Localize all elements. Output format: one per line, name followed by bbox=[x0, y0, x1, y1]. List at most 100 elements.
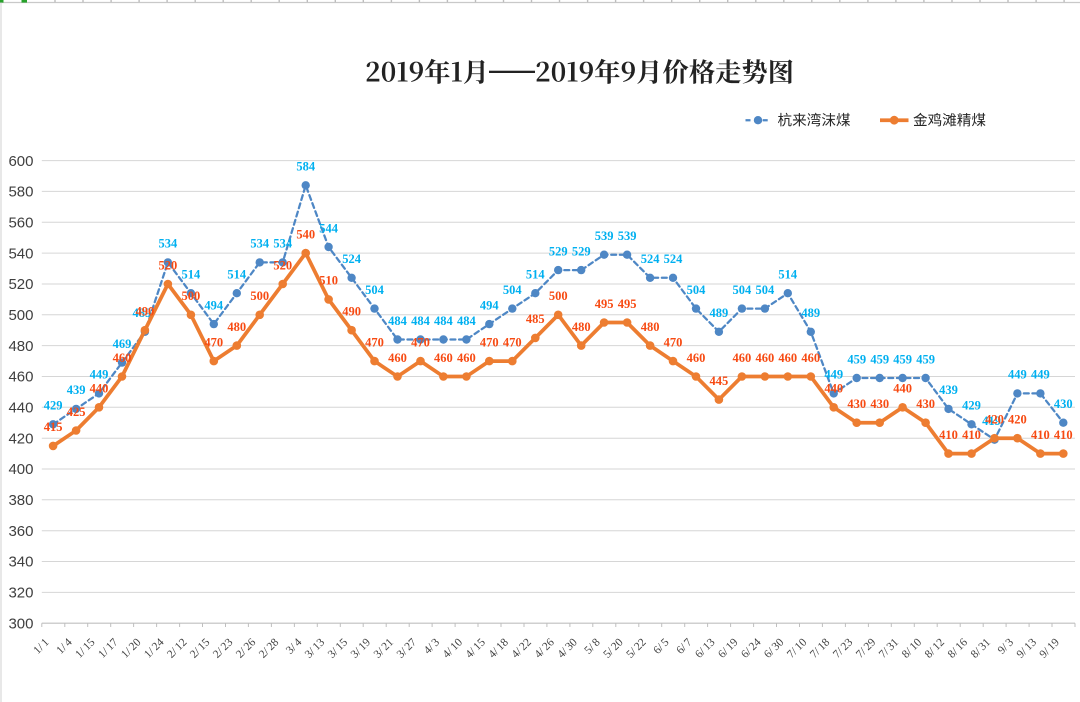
svg-text:460: 460 bbox=[756, 351, 775, 365]
svg-text:529: 529 bbox=[572, 244, 591, 258]
svg-text:360: 360 bbox=[8, 523, 33, 540]
svg-text:400: 400 bbox=[8, 461, 33, 478]
svg-text:470: 470 bbox=[664, 335, 683, 349]
svg-text:449: 449 bbox=[824, 368, 843, 382]
svg-text:430: 430 bbox=[870, 397, 889, 411]
svg-text:494: 494 bbox=[204, 298, 224, 312]
svg-text:415: 415 bbox=[44, 420, 63, 434]
svg-text:459: 459 bbox=[870, 352, 889, 366]
svg-text:495: 495 bbox=[618, 297, 637, 311]
svg-text:459: 459 bbox=[916, 352, 935, 366]
svg-text:440: 440 bbox=[8, 400, 33, 417]
svg-text:489: 489 bbox=[801, 306, 820, 320]
svg-text:410: 410 bbox=[1031, 428, 1050, 442]
svg-text:504: 504 bbox=[687, 283, 707, 297]
svg-text:500: 500 bbox=[549, 289, 568, 303]
svg-text:514: 514 bbox=[778, 268, 798, 282]
svg-text:524: 524 bbox=[342, 252, 362, 266]
svg-text:484: 484 bbox=[457, 314, 477, 328]
svg-text:580: 580 bbox=[8, 184, 33, 201]
svg-text:469: 469 bbox=[113, 337, 132, 351]
svg-text:429: 429 bbox=[44, 399, 63, 413]
svg-text:1/15: 1/15 bbox=[73, 636, 98, 661]
svg-text:480: 480 bbox=[227, 320, 246, 334]
svg-text:540: 540 bbox=[296, 227, 315, 241]
svg-text:460: 460 bbox=[778, 351, 797, 365]
svg-text:490: 490 bbox=[136, 305, 155, 319]
svg-text:484: 484 bbox=[388, 314, 408, 328]
svg-text:470: 470 bbox=[365, 335, 384, 349]
svg-text:600: 600 bbox=[8, 153, 33, 170]
svg-text:410: 410 bbox=[1054, 428, 1073, 442]
svg-text:459: 459 bbox=[847, 352, 866, 366]
svg-text:495: 495 bbox=[595, 297, 614, 311]
svg-text:459: 459 bbox=[893, 352, 912, 366]
svg-text:520: 520 bbox=[273, 258, 292, 272]
svg-text:504: 504 bbox=[503, 283, 523, 297]
svg-text:430: 430 bbox=[916, 397, 935, 411]
svg-text:504: 504 bbox=[365, 283, 385, 297]
svg-text:445: 445 bbox=[710, 374, 729, 388]
svg-text:419: 419 bbox=[982, 414, 1001, 428]
svg-text:480: 480 bbox=[641, 320, 660, 334]
svg-text:429: 429 bbox=[962, 399, 981, 413]
svg-text:520: 520 bbox=[159, 258, 178, 272]
svg-text:540: 540 bbox=[8, 245, 33, 262]
svg-text:449: 449 bbox=[1008, 368, 1027, 382]
svg-text:410: 410 bbox=[962, 428, 981, 442]
svg-text:430: 430 bbox=[1054, 397, 1073, 411]
svg-text:480: 480 bbox=[572, 320, 591, 334]
svg-text:484: 484 bbox=[411, 314, 431, 328]
svg-text:539: 539 bbox=[595, 229, 614, 243]
svg-text:494: 494 bbox=[480, 298, 500, 312]
svg-text:489: 489 bbox=[710, 306, 729, 320]
svg-text:534: 534 bbox=[250, 237, 270, 251]
svg-text:449: 449 bbox=[90, 368, 109, 382]
svg-text:460: 460 bbox=[388, 351, 407, 365]
svg-text:460: 460 bbox=[434, 351, 453, 365]
svg-text:485: 485 bbox=[526, 312, 545, 326]
svg-text:524: 524 bbox=[641, 252, 661, 266]
svg-text:439: 439 bbox=[67, 383, 86, 397]
svg-text:425: 425 bbox=[67, 405, 86, 419]
svg-text:460: 460 bbox=[687, 351, 706, 365]
svg-text:520: 520 bbox=[8, 276, 33, 293]
svg-text:560: 560 bbox=[8, 215, 33, 232]
svg-text:460: 460 bbox=[801, 351, 820, 365]
svg-text:470: 470 bbox=[503, 335, 522, 349]
svg-text:380: 380 bbox=[8, 492, 33, 509]
svg-text:484: 484 bbox=[434, 314, 454, 328]
svg-text:489: 489 bbox=[133, 306, 152, 320]
svg-text:300: 300 bbox=[8, 615, 33, 632]
svg-text:584: 584 bbox=[296, 160, 316, 174]
svg-text:510: 510 bbox=[319, 274, 338, 288]
svg-text:470: 470 bbox=[204, 335, 223, 349]
svg-text:460: 460 bbox=[457, 351, 476, 365]
svg-text:460: 460 bbox=[733, 351, 752, 365]
svg-text:500: 500 bbox=[8, 307, 33, 324]
svg-text:440: 440 bbox=[893, 382, 912, 396]
svg-text:524: 524 bbox=[664, 252, 684, 266]
svg-text:539: 539 bbox=[618, 229, 637, 243]
svg-text:500: 500 bbox=[250, 289, 269, 303]
svg-text:534: 534 bbox=[273, 237, 293, 251]
svg-text:410: 410 bbox=[939, 428, 958, 442]
svg-text:534: 534 bbox=[159, 237, 179, 251]
svg-text:514: 514 bbox=[182, 268, 202, 282]
svg-text:460: 460 bbox=[8, 369, 33, 386]
svg-text:504: 504 bbox=[733, 283, 753, 297]
svg-text:544: 544 bbox=[319, 221, 339, 235]
svg-text:480: 480 bbox=[8, 338, 33, 355]
svg-text:529: 529 bbox=[549, 244, 568, 258]
svg-text:449: 449 bbox=[1031, 368, 1050, 382]
svg-text:430: 430 bbox=[847, 397, 866, 411]
svg-text:490: 490 bbox=[342, 305, 361, 319]
svg-text:440: 440 bbox=[824, 382, 843, 396]
svg-text:440: 440 bbox=[90, 382, 109, 396]
svg-text:470: 470 bbox=[480, 335, 499, 349]
svg-text:420: 420 bbox=[1008, 413, 1027, 427]
svg-text:439: 439 bbox=[939, 383, 958, 397]
svg-text:500: 500 bbox=[182, 289, 201, 303]
svg-text:420: 420 bbox=[8, 430, 33, 447]
svg-text:514: 514 bbox=[526, 268, 546, 282]
